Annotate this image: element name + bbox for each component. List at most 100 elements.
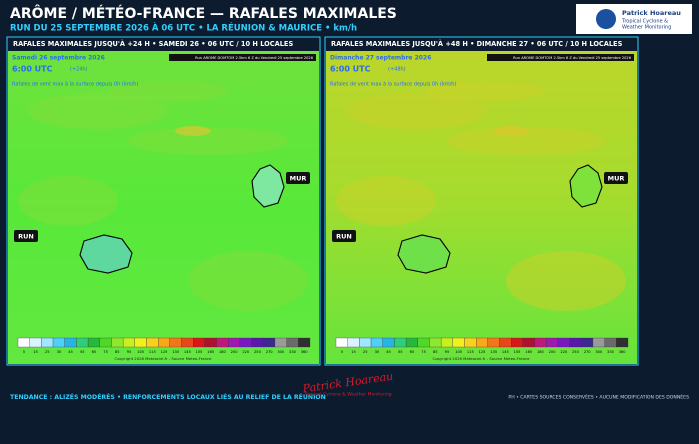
scale-cell	[29, 337, 42, 348]
run-info: Run AROME DOMTOM 2.5km 6 Z du Vendredi 2…	[513, 56, 632, 60]
scale-label: 330	[607, 350, 615, 354]
map-caption: Rafales de vent max à la surface depuis …	[330, 81, 456, 88]
scale-cell	[228, 337, 241, 348]
scale-cell	[476, 337, 488, 348]
scale-label: 270	[584, 350, 592, 354]
island-mauritius	[251, 164, 285, 208]
copyright: Copyright 2026 Meteociel.fr - Source Met…	[433, 356, 531, 361]
scale-cell	[557, 337, 570, 348]
scale-cell	[370, 337, 383, 348]
scale-label: 250	[254, 350, 262, 354]
scale-cell	[204, 337, 217, 348]
scale-label: 135	[490, 350, 497, 354]
scale-cell	[359, 337, 372, 348]
label-run: RUN	[18, 233, 34, 241]
map-lead: (+48h)	[388, 67, 406, 73]
scale-label: 125	[161, 350, 168, 354]
logo-tagline: Tropical Cyclone &	[621, 19, 668, 25]
scale-label: 115	[467, 350, 474, 354]
run-info-box	[487, 54, 634, 61]
scale-label: 155	[514, 350, 521, 354]
scale-label: 220	[242, 350, 250, 354]
scale-label: 45	[68, 350, 73, 354]
logo-tagline: Weather Monitoring	[622, 25, 671, 31]
map-caption: Rafales de vent max à la surface depuis …	[12, 81, 138, 88]
scale-label: 125	[479, 350, 486, 354]
map-date: Samedi 26 septembre 2026	[12, 55, 105, 62]
scale-label: 220	[560, 350, 568, 354]
label-mur: MUR	[608, 175, 625, 183]
scale-label: 360	[619, 350, 627, 354]
scale-cell	[76, 337, 89, 348]
scale-cell	[569, 337, 582, 348]
notice: PH • CARTES SOURCES CONSERVÉES • AUCUNE …	[508, 393, 689, 401]
scale-label: 300	[595, 350, 603, 354]
map: Dimanche 27 septembre 2026 6:00 UTC (+48h)…	[326, 51, 637, 364]
scale-cell	[41, 337, 54, 348]
scale-label: 180	[219, 350, 227, 354]
scale-label: 75	[103, 350, 108, 354]
scale-cell	[111, 337, 124, 348]
scale-cell	[251, 337, 264, 348]
scale-cell	[347, 337, 360, 348]
label-mur: MUR	[290, 175, 307, 183]
scale-cell	[193, 337, 206, 348]
wind-zone	[28, 93, 168, 129]
scale-label: 25	[45, 350, 50, 354]
scale-cell	[429, 337, 442, 348]
scale-cell	[87, 337, 100, 348]
scale-label: 270	[266, 350, 274, 354]
scale-cell	[263, 337, 276, 348]
scale-cell	[335, 337, 348, 348]
scale-cell	[17, 337, 30, 348]
scale-label: 135	[172, 350, 179, 354]
scale-label: 5	[23, 350, 25, 354]
scale-cell	[417, 337, 430, 348]
scale-label: 180	[537, 350, 545, 354]
panel-heading: RAFALES MAXIMALES JUSQU'À +24 H • SAMEDI…	[13, 39, 293, 48]
scale-label: 145	[184, 350, 191, 354]
wind-zone	[128, 127, 288, 155]
scale-label: 35	[375, 350, 380, 354]
label-box	[604, 172, 628, 184]
map: Samedi 26 septembre 2026 6:00 UTC (+24h) Ra…	[8, 51, 319, 364]
label-box	[286, 172, 310, 184]
island-reunion	[79, 234, 133, 274]
logo-name: Patrick Hoareau	[622, 9, 681, 17]
scale-cell	[616, 337, 629, 348]
scale-cell	[298, 337, 311, 348]
scale-label: 85	[433, 350, 438, 354]
scale-cell	[405, 337, 418, 348]
label-run: RUN	[336, 233, 352, 241]
trend: TENDANCE : ALIZÉS MODÉRÉS • RENFORCEMENT…	[10, 392, 326, 401]
label-box	[14, 230, 38, 242]
scale-cell	[52, 337, 65, 348]
wind-zone	[493, 126, 529, 136]
scale-label: 5	[341, 350, 343, 354]
scale-cell	[146, 337, 159, 348]
panel: RAFALES MAXIMALES JUSQU'À +24 H • SAMEDI…	[6, 36, 321, 366]
label-box	[332, 230, 356, 242]
scale-cell	[122, 337, 135, 348]
scale-label: 75	[421, 350, 426, 354]
scale-label: 330	[289, 350, 297, 354]
scale-label: 145	[502, 350, 509, 354]
panel: RAFALES MAXIMALES JUSQU'À +48 H • DIMANC…	[324, 36, 639, 366]
scale-label: 65	[92, 350, 97, 354]
wind-zone	[175, 126, 211, 136]
scale-cell	[546, 337, 559, 348]
island-mauritius	[569, 164, 603, 208]
scale-cell	[604, 337, 617, 348]
scale-label: 35	[57, 350, 62, 354]
scale-cell	[274, 337, 287, 348]
scale-label: 95	[445, 350, 450, 354]
subtitle: RUN DU 25 SEPTEMBRE 2026 À 06 UTC • LA R…	[10, 22, 357, 34]
wind-zone	[446, 127, 606, 155]
scale-label: 55	[398, 350, 403, 354]
logo-box	[576, 4, 692, 34]
scale-label: 360	[301, 350, 309, 354]
scale-cell	[487, 337, 500, 348]
scale-label: 55	[80, 350, 85, 354]
scale-label: 115	[149, 350, 156, 354]
wind-zone	[506, 251, 626, 311]
